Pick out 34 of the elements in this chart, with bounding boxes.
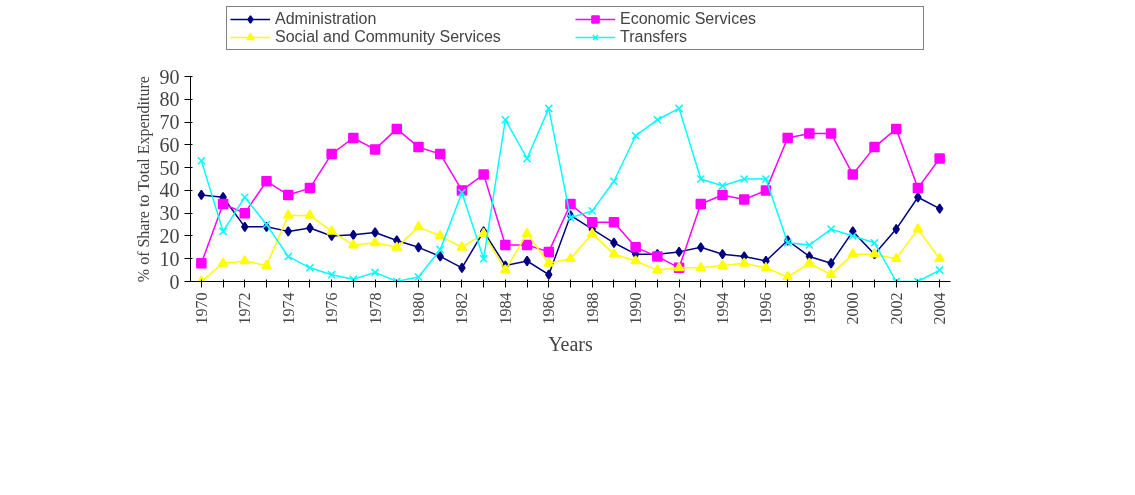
- legend-label: Administration: [275, 10, 378, 28]
- y-tick-label: 70: [159, 111, 180, 134]
- x-tick-label: 1986: [540, 292, 558, 325]
- legend-label: Transfers: [620, 28, 688, 46]
- y-tick-label: 80: [159, 88, 180, 111]
- y-tick-label: 0: [169, 270, 180, 293]
- legend-label: Social and Community Services: [275, 28, 502, 46]
- y-tick-label: 90: [159, 65, 180, 88]
- x-tick-label: 2000: [844, 292, 862, 325]
- x-tick-label: 1994: [714, 292, 731, 325]
- x-tick-label: 2002: [887, 292, 905, 325]
- x-tick-label: 1976: [323, 292, 341, 325]
- x-tick-label: 1974: [279, 292, 297, 325]
- x-tick-label: 1998: [800, 292, 818, 325]
- y-tick-label: 40: [159, 179, 180, 202]
- x-tick-label: 1982: [453, 292, 471, 325]
- x-tick-label: 1992: [670, 292, 688, 325]
- x-tick-label: 1980: [410, 292, 427, 325]
- x-axis-title: Years: [548, 332, 594, 355]
- y-tick-label: 20: [159, 224, 180, 247]
- y-tick-label: 60: [159, 133, 180, 156]
- x-tick-label: 1996: [757, 292, 775, 325]
- y-tick-label: 10: [159, 247, 180, 270]
- y-axis-title: % of Share to Total Expenditure: [134, 76, 153, 283]
- x-tick-label: 1988: [583, 292, 601, 325]
- y-tick-label: 30: [159, 202, 180, 225]
- y-tick-label: 50: [159, 156, 180, 179]
- x-tick-label: 1990: [627, 292, 645, 325]
- x-tick-label: 1970: [192, 292, 210, 325]
- x-tick-label: 2004: [931, 292, 949, 325]
- x-tick-label: 1972: [236, 292, 254, 325]
- legend-label: Economic Services: [620, 10, 758, 28]
- x-tick-label: 1978: [366, 292, 384, 325]
- x-tick-label: 1984: [496, 292, 514, 325]
